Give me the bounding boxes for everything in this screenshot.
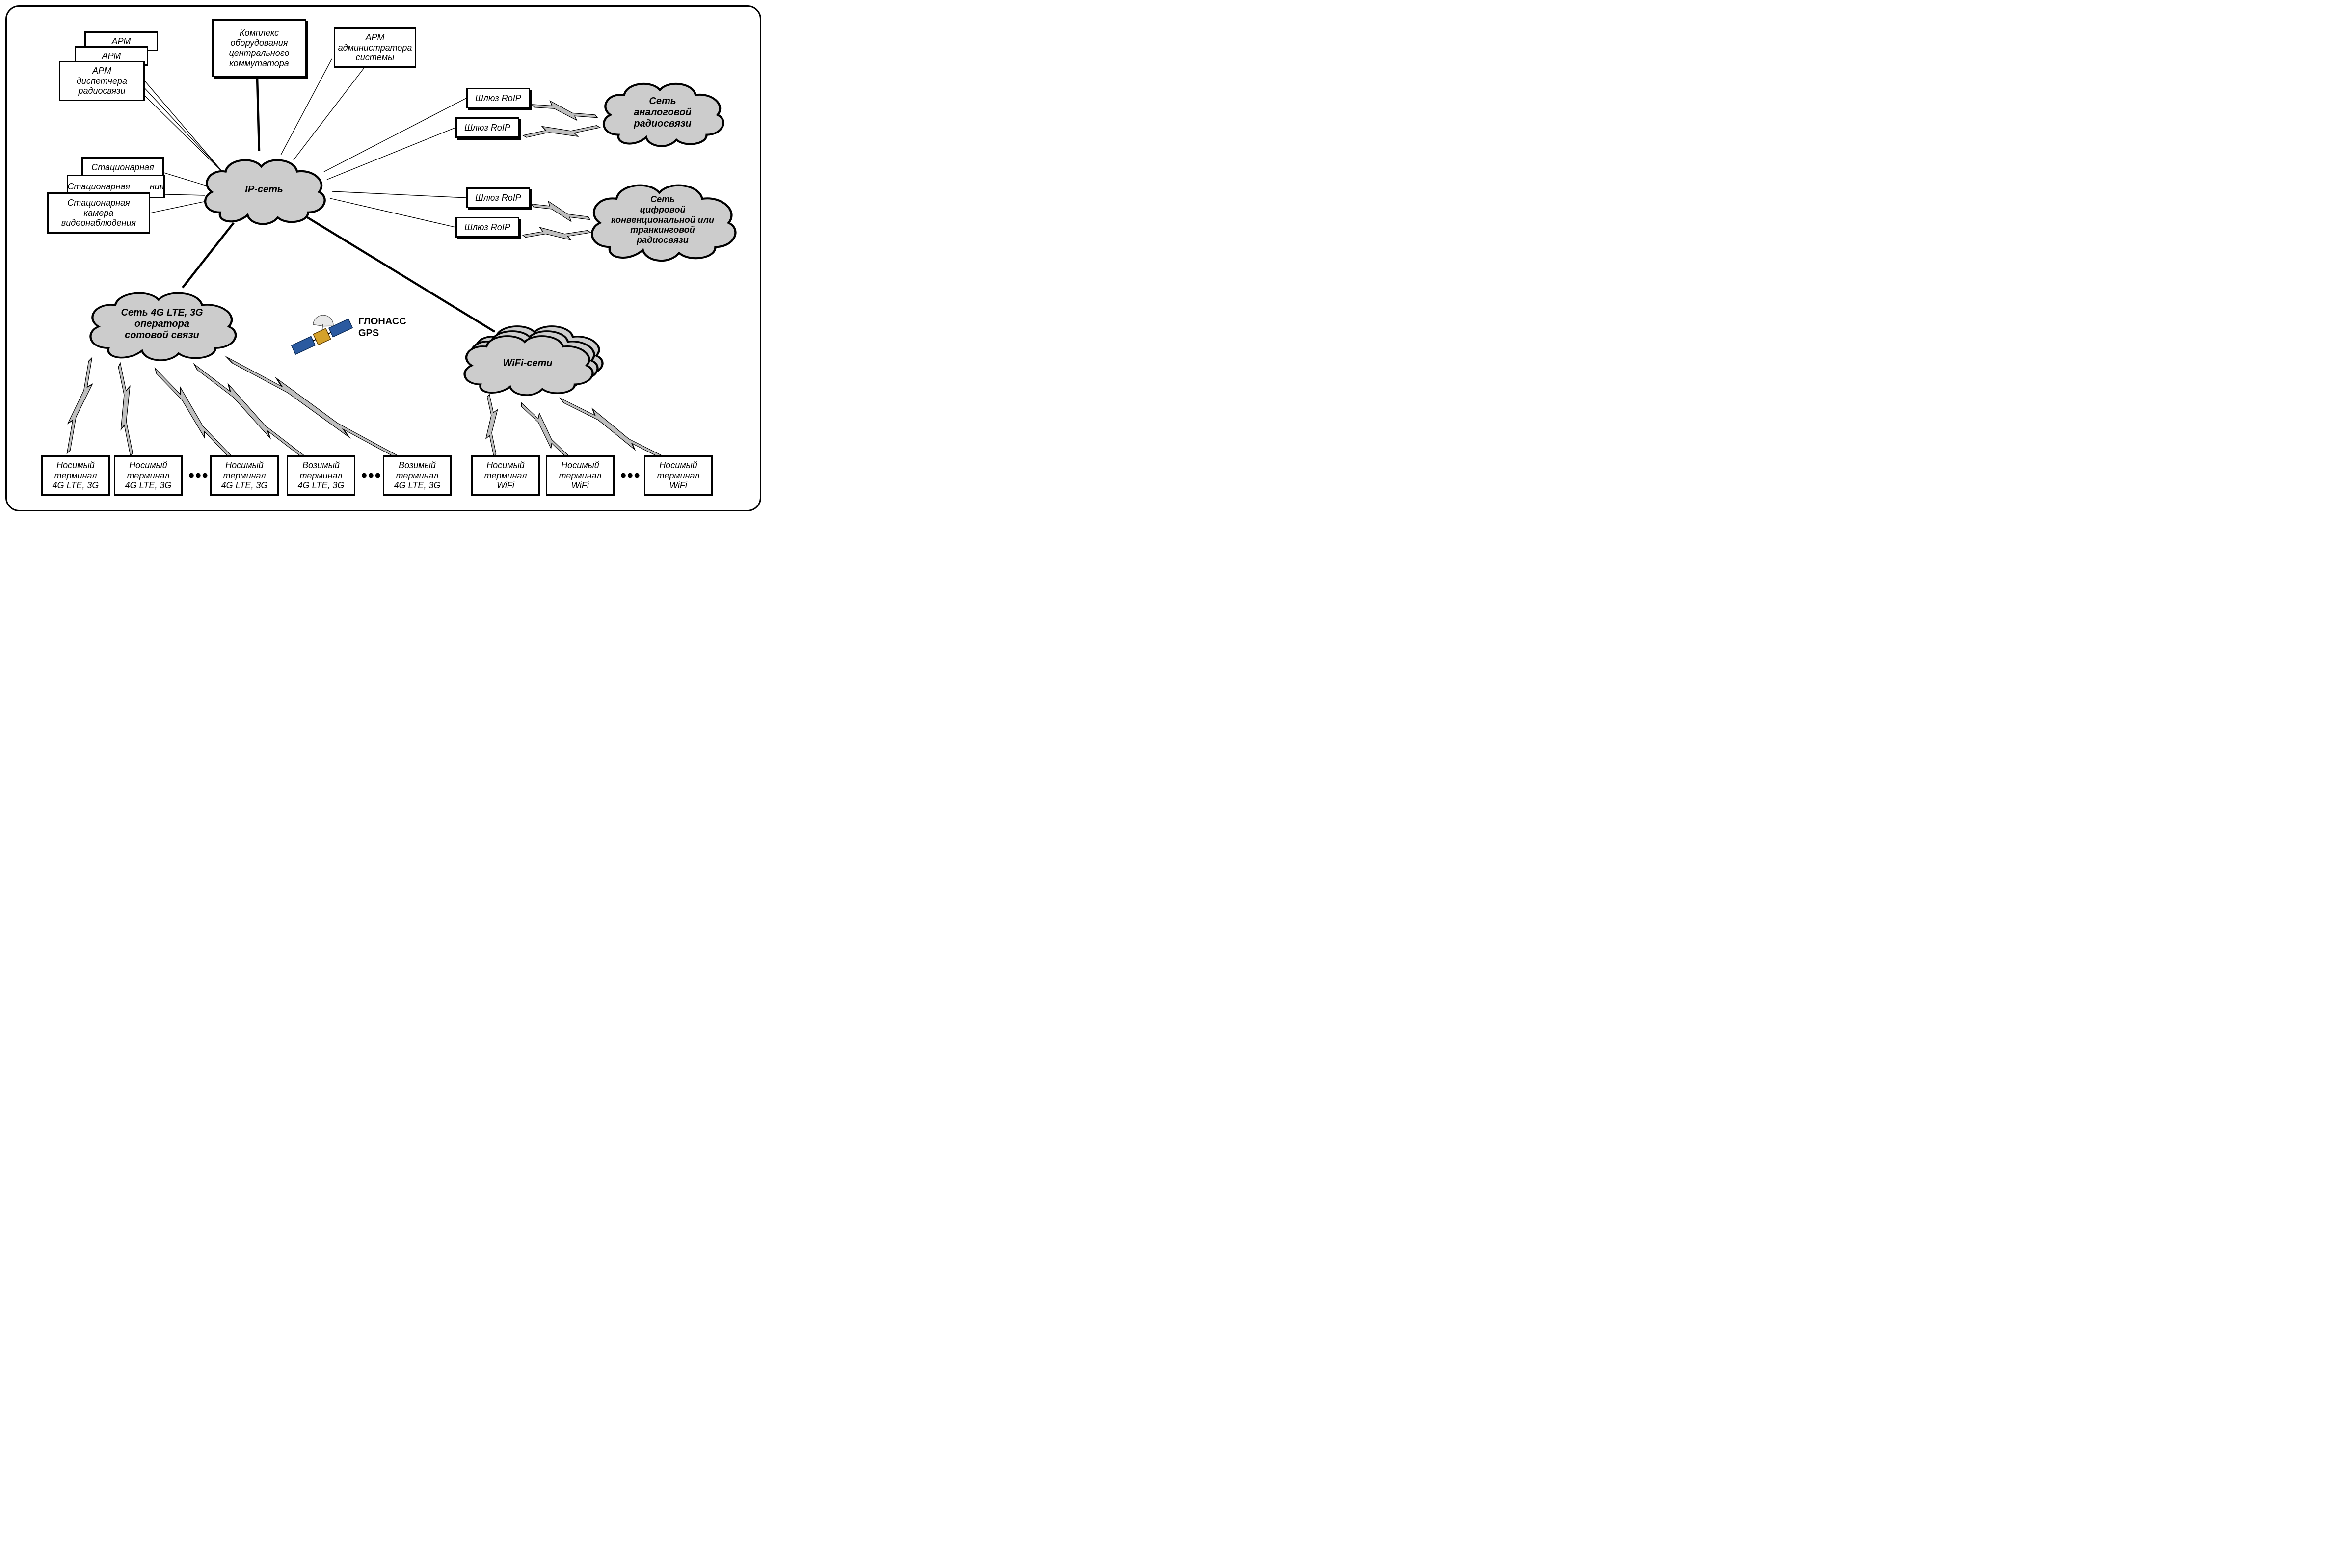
lightning-bolt bbox=[189, 359, 314, 467]
box-admin: АРМадминистраторасистемы bbox=[334, 27, 416, 68]
box-roip1b: Шлюз RoIP bbox=[455, 117, 519, 138]
box-switchEq: Комплексоборудованияцентральногокоммутат… bbox=[212, 19, 306, 77]
connector-line bbox=[330, 198, 455, 227]
satellite-label-gps: GPS bbox=[358, 328, 379, 339]
box-roip2a: Шлюз RoIP bbox=[466, 187, 530, 208]
box-term2: Носимыйтерминал4G LTE, 3G bbox=[114, 455, 183, 496]
box-term5: Возимыйтерминал4G LTE, 3G bbox=[383, 455, 452, 496]
connector-line bbox=[165, 194, 205, 195]
lightning-bolt bbox=[522, 119, 601, 144]
connector-line bbox=[257, 77, 259, 151]
connector-line bbox=[332, 191, 466, 198]
box-armFront: АРМдиспетчерарадиосвязи bbox=[59, 61, 145, 101]
satellite-label-glonass: ГЛОНАСС bbox=[358, 316, 406, 327]
cloud-label-cell: Сеть 4G LTE, 3Gоператорасотовой связи bbox=[91, 294, 233, 354]
box-camFront: Стационарнаякамеравидеонаблюдения bbox=[47, 192, 150, 234]
cloud-label-digital: Сетьцифровойконвенциональной илитранкинг… bbox=[592, 186, 733, 254]
lightning-bolt bbox=[531, 98, 599, 124]
box-roip1a: Шлюз RoIP bbox=[466, 88, 530, 108]
box-term4: Возимыйтерминал4G LTE, 3G bbox=[287, 455, 355, 496]
lightning-bolt bbox=[522, 224, 591, 243]
connector-line bbox=[327, 128, 455, 180]
cloud-label-analog: Сетьаналоговойрадиосвязи bbox=[604, 84, 721, 140]
box-wterm3: НосимыйтерминалWiFi bbox=[644, 455, 713, 496]
box-term3: Носимыйтерминал4G LTE, 3G bbox=[210, 455, 279, 496]
cloud-label-wifi: WiFi-сети bbox=[465, 337, 590, 390]
lightning-bolt bbox=[61, 356, 98, 455]
connector-line bbox=[294, 68, 364, 160]
connector-line bbox=[324, 98, 466, 172]
connector-line bbox=[150, 201, 206, 213]
diagram-stage: IP-сеть Сетьаналоговойрадиосвязи Сетьцифро… bbox=[0, 0, 767, 517]
ellipsis: ••• bbox=[188, 466, 209, 485]
box-wterm1: НосимыйтерминалWiFi bbox=[471, 455, 540, 496]
box-term1: Носимыйтерминал4G LTE, 3G bbox=[41, 455, 110, 496]
ellipsis: ••• bbox=[361, 466, 382, 485]
satellite-icon bbox=[285, 305, 353, 355]
lightning-bolt bbox=[481, 394, 503, 457]
box-roip2b: Шлюз RoIP bbox=[455, 217, 519, 238]
lightning-bolt bbox=[530, 198, 592, 225]
lightning-bolt bbox=[112, 362, 139, 457]
lightning-bolt bbox=[149, 364, 240, 465]
connector-line bbox=[164, 173, 209, 186]
ellipsis: ••• bbox=[620, 466, 641, 485]
cloud-label-ip: IP-сеть bbox=[206, 161, 322, 218]
box-wterm2: НосимыйтерминалWiFi bbox=[546, 455, 615, 496]
connector-line bbox=[183, 223, 234, 288]
connector-line bbox=[145, 81, 220, 169]
